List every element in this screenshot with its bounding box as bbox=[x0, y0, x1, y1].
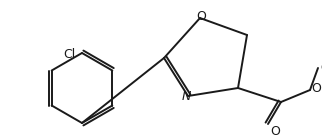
Text: CH₃: CH₃ bbox=[320, 63, 322, 73]
Text: N: N bbox=[181, 89, 191, 102]
Text: Cl: Cl bbox=[63, 48, 76, 61]
Text: O: O bbox=[311, 82, 321, 95]
Text: O: O bbox=[270, 125, 280, 138]
Text: O: O bbox=[196, 10, 206, 24]
